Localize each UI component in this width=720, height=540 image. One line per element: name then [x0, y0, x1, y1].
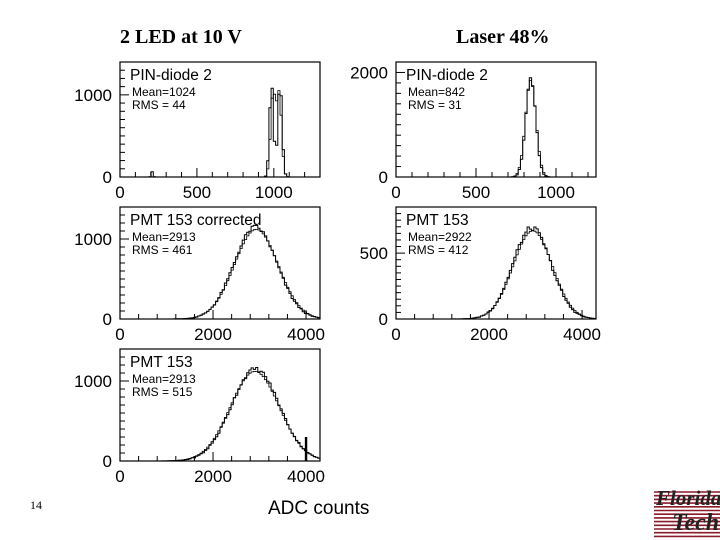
- x-tick-label: 500: [462, 183, 490, 202]
- y-tick-label: 1000: [74, 86, 112, 105]
- y-tick-label: 0: [103, 168, 112, 187]
- panel-title: PIN-diode 2: [406, 67, 488, 84]
- panel-middle-left: 0 1000 0 2000 4000 PMT 153 correctedMean=2913…: [74, 206, 325, 344]
- x-tick-label: 0: [391, 325, 400, 344]
- x-tick-label: 4000: [287, 467, 325, 486]
- x-tick-label: 2000: [194, 325, 232, 344]
- x-axis-label: ADC counts: [268, 498, 370, 519]
- panel-stat: RMS = 412: [408, 243, 469, 257]
- x-tick-label: 4000: [563, 325, 601, 344]
- panel-stat: Mean=842: [408, 85, 465, 99]
- florida-tech-logo: Florida Tech: [654, 486, 720, 540]
- x-tick-label: 0: [115, 467, 124, 486]
- x-tick-label: 0: [115, 183, 124, 202]
- panel-title: PIN-diode 2: [130, 67, 212, 84]
- x-tick-label: 1000: [537, 183, 575, 202]
- x-tick-label: 4000: [287, 325, 325, 344]
- y-tick-label: 0: [379, 168, 388, 187]
- y-tick-label: 0: [103, 452, 112, 471]
- histogram-series-2: [396, 230, 596, 320]
- logo-line2: Tech: [672, 510, 720, 536]
- y-tick-label: 0: [103, 310, 112, 329]
- histogram-series-2: [120, 229, 320, 320]
- left-column-title: 2 LED at 10 V: [120, 26, 242, 48]
- panel-stat: RMS = 44: [132, 98, 186, 112]
- y-tick-label: 500: [360, 244, 388, 263]
- panel-frame: [395, 206, 597, 320]
- panel-stat: Mean=2922: [408, 230, 472, 244]
- panel-stat: RMS = 31: [408, 98, 462, 112]
- x-tick-label: 1000: [255, 183, 293, 202]
- panel-stat: Mean=2913: [132, 372, 196, 386]
- panel-stat: RMS = 461: [132, 243, 193, 257]
- panel-stat: Mean=1024: [132, 85, 196, 99]
- panel-title: PMT 153 corrected: [130, 212, 262, 229]
- y-tick-label: 1000: [74, 372, 112, 391]
- logo-stripes: [654, 491, 720, 538]
- panel-title: PMT 153: [406, 212, 469, 229]
- right-column-title: Laser 48%: [456, 26, 550, 48]
- slide-number: 14: [30, 498, 42, 512]
- y-tick-label: 1000: [74, 230, 112, 249]
- x-tick-label: 0: [115, 325, 124, 344]
- y-tick-label: 2000: [350, 63, 388, 82]
- logo-line1: Florida: [656, 486, 720, 510]
- histogram-series-2: [120, 90, 320, 178]
- x-tick-label: 2000: [194, 467, 232, 486]
- histogram-series-2: [396, 80, 596, 178]
- histogram-series-2: [120, 371, 320, 462]
- panel-stat: RMS = 515: [132, 385, 193, 399]
- y-tick-label: 0: [379, 310, 388, 329]
- x-tick-label: 2000: [470, 325, 508, 344]
- x-tick-label: 500: [183, 183, 211, 202]
- panel-title: PMT 153: [130, 354, 193, 371]
- panel-stat: Mean=2913: [132, 230, 196, 244]
- x-tick-label: 0: [391, 183, 400, 202]
